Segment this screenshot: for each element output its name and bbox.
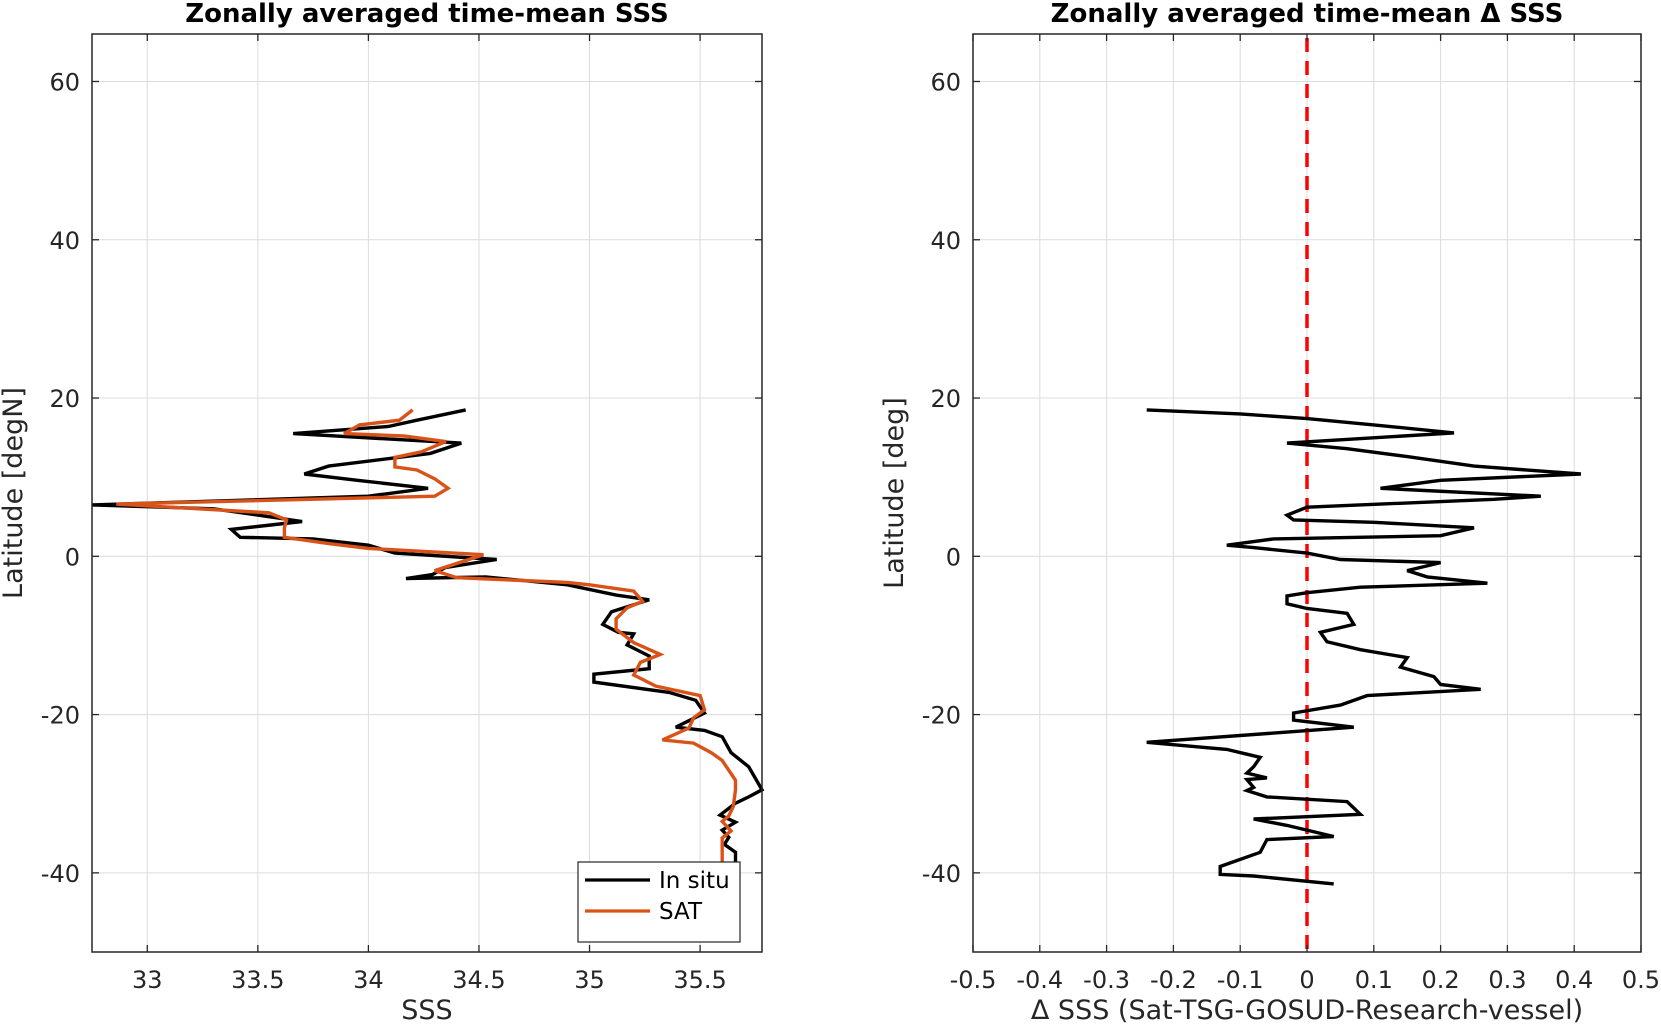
delta-sss-y-tick-label: 0 xyxy=(946,543,961,571)
delta-sss-y-tick-label: -40 xyxy=(922,860,961,888)
delta-sss-x-tick-label: -0.3 xyxy=(1083,966,1130,994)
delta-sss-x-tick-label: -0.1 xyxy=(1217,966,1264,994)
delta-sss-x-tick-label: 0.3 xyxy=(1488,966,1526,994)
sss-y-tick-label: -20 xyxy=(41,702,80,730)
delta-sss-x-tick-label: 0.5 xyxy=(1622,966,1660,994)
delta-sss-x-tick-label: -0.5 xyxy=(950,966,997,994)
sss-y-tick-label: 0 xyxy=(65,543,80,571)
sss-yaxis-label: Latitude [degN] xyxy=(0,387,29,599)
sss-y-tick-label: -40 xyxy=(41,860,80,888)
sss-plot-frame xyxy=(91,33,763,953)
delta-sss-x-tick-label: 0.4 xyxy=(1555,966,1593,994)
sss-y-tick-label: 20 xyxy=(49,385,80,413)
legend-label-sat: SAT xyxy=(659,899,703,925)
sss-chart-title: Zonally averaged time-mean SSS xyxy=(185,0,669,29)
sss-x-tick-label: 33 xyxy=(132,966,163,994)
legend-label-in-situ: In situ xyxy=(659,868,730,894)
sss-ticks: 33 33.5 34 34.5 35 35.5 -40 -20 0 20 40 60 xyxy=(41,34,762,994)
sss-x-tick-label: 33.5 xyxy=(231,966,284,994)
sss-series-group xyxy=(91,408,765,863)
delta-sss-y-tick-label: 40 xyxy=(930,227,961,255)
delta-sss-yaxis-label: Latitude [deg] xyxy=(879,397,910,589)
sss-gridlines xyxy=(92,34,762,952)
delta-sss-ticks: -0.5 -0.4 -0.3 -0.2 -0.1 0 0.1 0.2 0.3 0.4 0.5 -40 -… xyxy=(922,34,1660,994)
delta-sss-series-group xyxy=(1146,408,1582,886)
sss-x-tick-label: 35.5 xyxy=(673,966,726,994)
sss-xaxis-label: SSS xyxy=(401,995,452,1026)
sss-x-tick-label: 35 xyxy=(574,966,605,994)
sss-y-tick-label: 40 xyxy=(49,227,80,255)
delta-sss-y-tick-label: 20 xyxy=(930,385,961,413)
delta-sss-x-tick-label: 0 xyxy=(1299,966,1314,994)
delta-sss-y-tick-label: -20 xyxy=(922,702,961,730)
sss-y-tick-label: 60 xyxy=(49,68,80,96)
sss-x-tick-label: 34 xyxy=(353,966,384,994)
series-line-in-situ xyxy=(91,408,765,863)
delta-sss-x-tick-label: 0.2 xyxy=(1422,966,1460,994)
delta-sss-gridlines xyxy=(972,34,1642,952)
chart-legend: In situ SAT xyxy=(577,861,741,943)
delta-sss-x-tick-label: 0.1 xyxy=(1355,966,1393,994)
delta-sss-x-tick-label: -0.4 xyxy=(1016,966,1063,994)
delta-sss-panel: Zonally averaged time-mean Δ SSS -0.5 -0.… xyxy=(879,0,1660,1026)
delta-sss-x-tick-label: -0.2 xyxy=(1150,966,1197,994)
series-line-delta-sss xyxy=(1146,408,1582,886)
delta-sss-y-tick-label: 60 xyxy=(930,68,961,96)
delta-sss-xaxis-label: Δ SSS (Sat-TSG-GOSUD-Research-vessel) xyxy=(1031,995,1583,1026)
sss-panel: Zonally averaged time-mean SSS 33 33.5 34 3… xyxy=(0,0,765,1026)
legend-box xyxy=(577,861,741,943)
series-line-sat xyxy=(116,408,738,862)
delta-sss-chart-title: Zonally averaged time-mean Δ SSS xyxy=(1051,0,1564,29)
sss-x-tick-label: 34.5 xyxy=(452,966,505,994)
